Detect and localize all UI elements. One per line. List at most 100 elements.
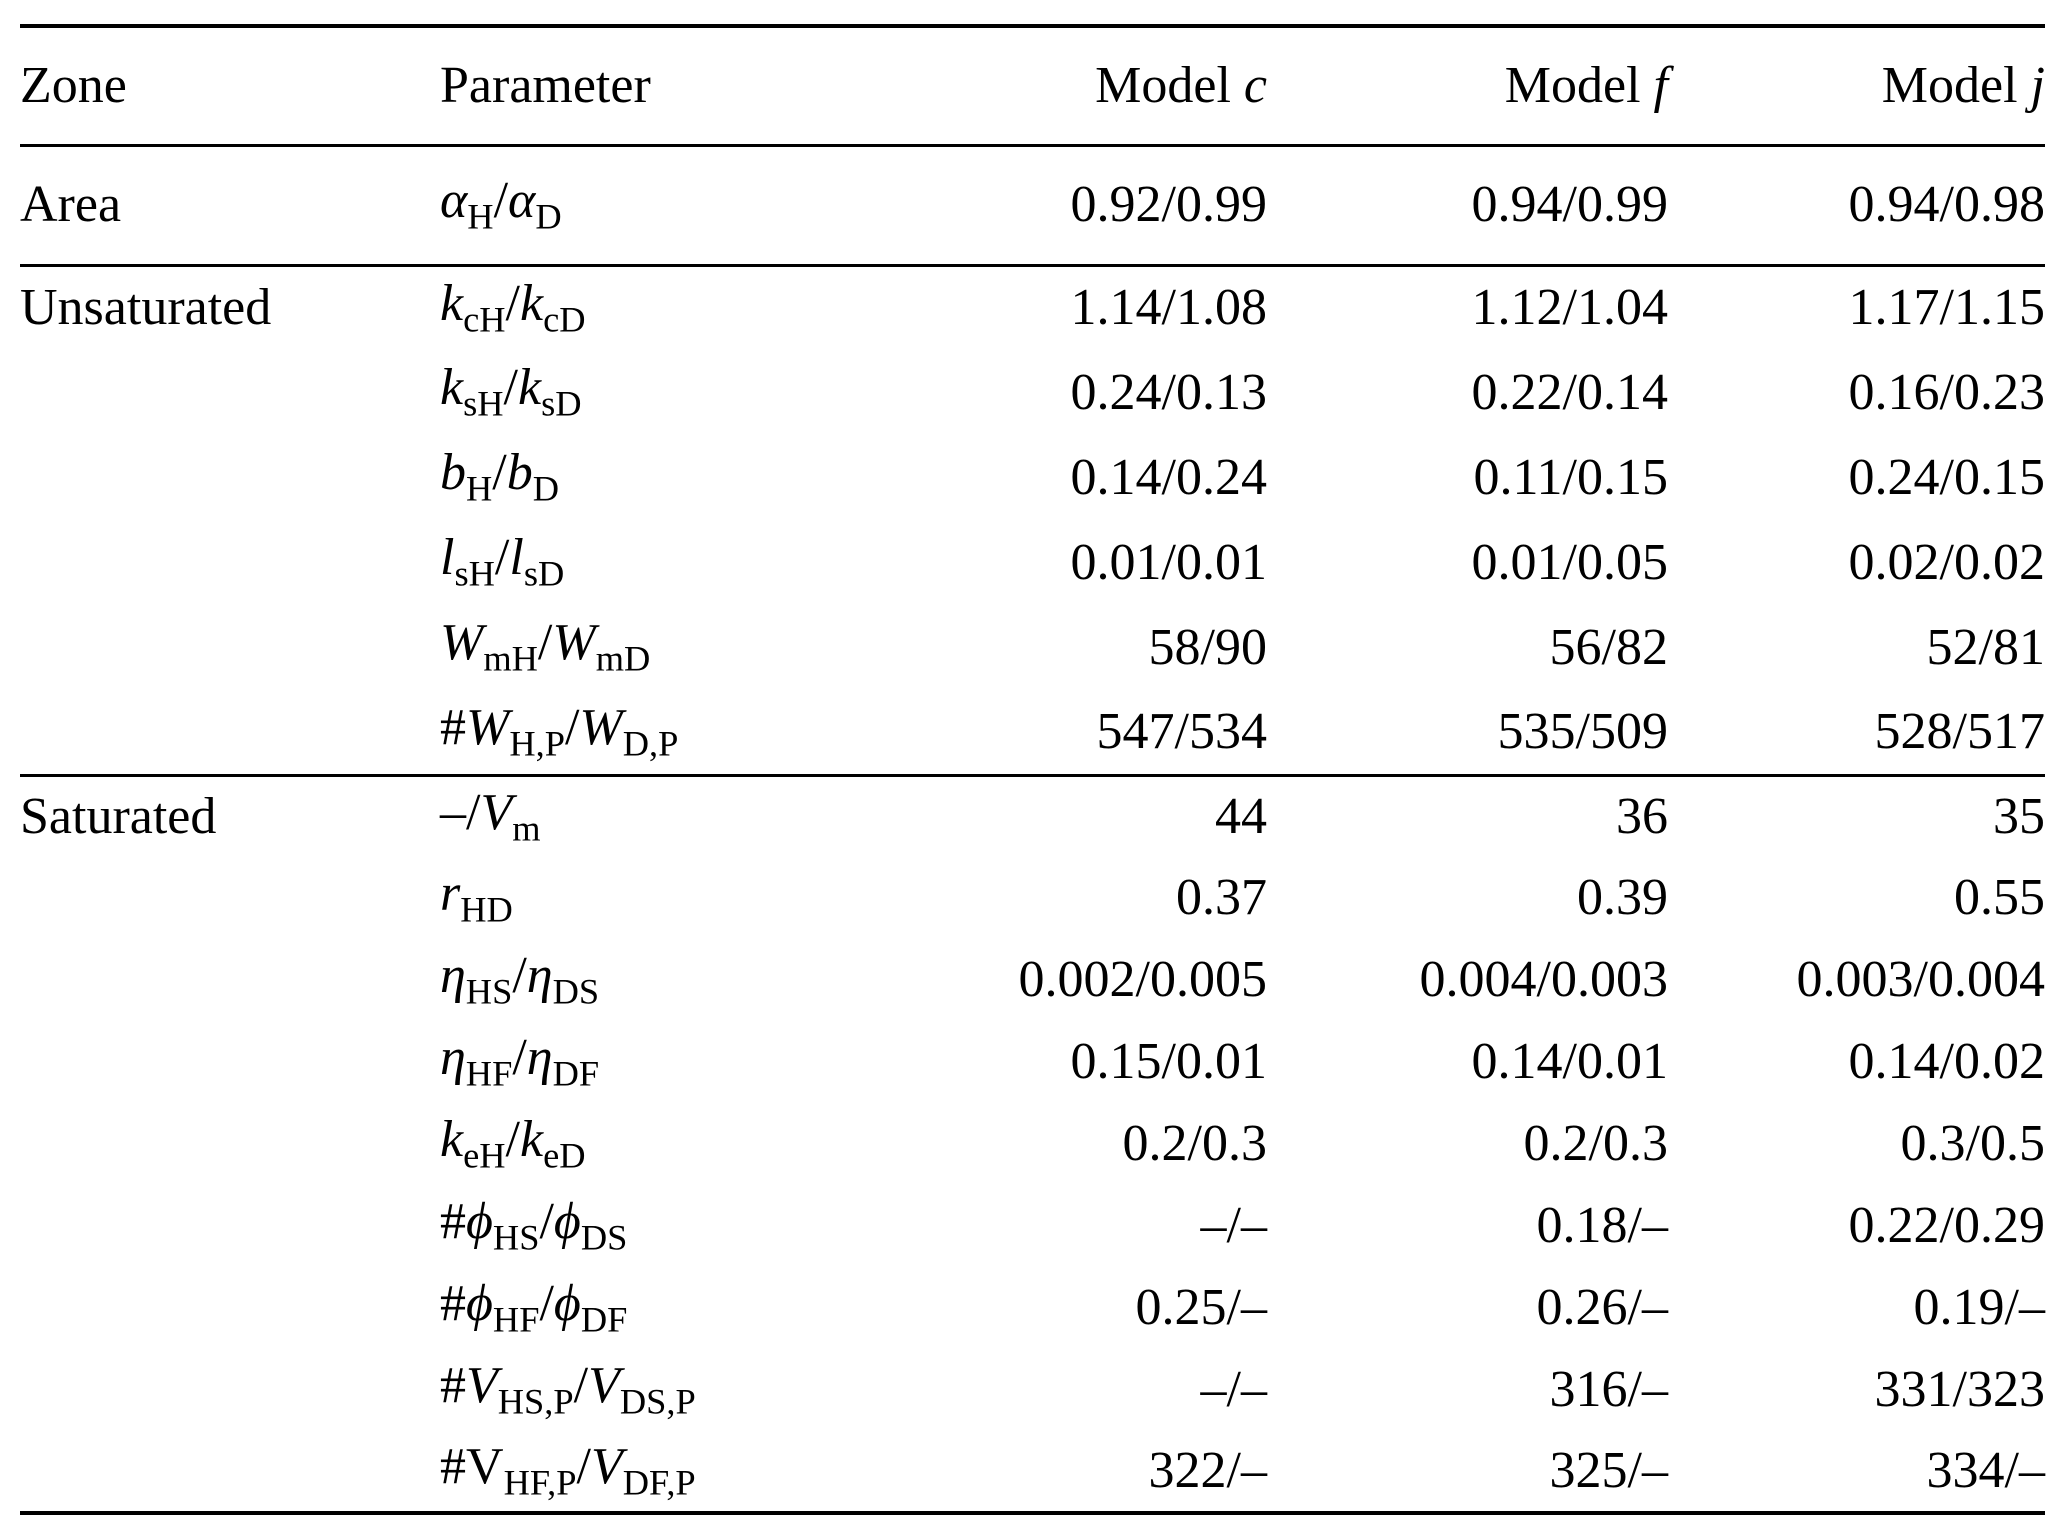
- section-saturated: Saturated –/Vm 44 36 35 rHD 0.37 0.39 0.55 ηHS/ηD…: [20, 775, 2045, 1513]
- model-parameters-table: Zone Parameter Model c Model f Model j A…: [20, 24, 2045, 1515]
- symbol-text: V: [480, 783, 513, 841]
- value-cell: 0.02/0.02: [1848, 533, 2045, 591]
- symbol-text: W: [552, 614, 596, 672]
- subscript-text: DF,P: [622, 1462, 696, 1503]
- value-cell: 0.18/–: [1536, 1197, 1668, 1254]
- symbol-text: V: [588, 1356, 620, 1414]
- subscript-text: H: [466, 469, 493, 510]
- parameter-cell: kcH/kcD: [440, 265, 882, 350]
- zone-spacer: [20, 857, 440, 939]
- symbol-text: c: [1243, 56, 1267, 114]
- symbol-text: W: [466, 698, 510, 756]
- parameter-cell: #VHS,P/VDS,P: [440, 1349, 882, 1431]
- symbol-text: r: [440, 864, 461, 922]
- value-cell: 0.004/0.003: [1419, 951, 1668, 1008]
- zone-label: Saturated: [20, 787, 217, 845]
- parameter-cell: #WH,P/WD,P: [440, 690, 882, 775]
- symbol-text: l: [509, 529, 524, 587]
- value-cell: 0.15/0.01: [1070, 1033, 1267, 1090]
- value-cell: 0.14/0.01: [1471, 1033, 1668, 1090]
- symbol-text: –/: [440, 783, 481, 841]
- symbol-text: /: [539, 1274, 554, 1332]
- subscript-text: cD: [543, 299, 586, 340]
- table-row: #ϕHS/ϕDS –/– 0.18/– 0.22/0.29: [20, 1185, 2045, 1267]
- section-unsaturated: Unsaturated kcH/kcD 1.14/1.08 1.12/1.04 1.17…: [20, 265, 2045, 775]
- value-cell: 1.14/1.08: [1070, 279, 1267, 337]
- symbol-text: α: [440, 171, 468, 229]
- zone-label: Area: [20, 176, 122, 233]
- header-model-f: Model f: [1267, 26, 1668, 145]
- table-row: keH/keD 0.2/0.3 0.2/0.3 0.3/0.5: [20, 1103, 2045, 1185]
- header-parameter: Parameter: [440, 56, 651, 114]
- subscript-text: D: [532, 469, 560, 510]
- parameter-cell: –/Vm: [440, 775, 882, 857]
- symbol-text: /: [505, 1110, 520, 1168]
- value-cell: 1.17/1.15: [1848, 279, 2045, 337]
- zone-label: Unsaturated: [20, 279, 272, 337]
- subscript-text: DS,P: [619, 1381, 696, 1422]
- value-cell: 0.19/–: [1913, 1279, 2045, 1336]
- zone-spacer: [20, 1185, 440, 1267]
- value-cell: 331/323: [1874, 1361, 2045, 1418]
- symbol-text: #: [440, 1274, 466, 1332]
- value-cell: 0.01/0.05: [1471, 533, 1668, 591]
- symbol-text: #: [440, 1192, 466, 1250]
- symbol-text: η: [440, 1028, 466, 1086]
- symbol-text: ϕ: [466, 1192, 493, 1250]
- table-row: Area αH/αD 0.92/0.99 0.94/0.99 0.94/0.98: [20, 145, 2045, 265]
- value-cell: 0.2/0.3: [1122, 1115, 1267, 1172]
- value-cell: 0.14/0.24: [1070, 448, 1267, 506]
- value-cell: 334/–: [1926, 1442, 2045, 1499]
- symbol-text: /: [505, 275, 520, 333]
- subscript-text: DS: [580, 1217, 628, 1258]
- subscript-text: eD: [543, 1135, 586, 1176]
- subscript-text: sD: [523, 554, 565, 595]
- parameter-cell: αH/αD: [440, 145, 882, 265]
- zone-spacer: [20, 1349, 440, 1431]
- zone-spacer: [20, 1021, 440, 1103]
- symbol-text: Model: [1504, 56, 1654, 114]
- parameter-cell: WmH/WmD: [440, 605, 882, 690]
- value-cell: 0.94/0.99: [1471, 176, 1668, 233]
- value-cell: 0.003/0.004: [1796, 951, 2045, 1008]
- value-cell: 0.11/0.15: [1473, 448, 1668, 506]
- value-cell: 322/–: [1148, 1442, 1267, 1499]
- symbol-text: W: [579, 698, 623, 756]
- table-row: ηHF/ηDF 0.15/0.01 0.14/0.01 0.14/0.02: [20, 1021, 2045, 1103]
- symbol-text: η: [440, 946, 466, 1004]
- symbol-text: k: [440, 275, 464, 333]
- symbol-text: Model: [1095, 56, 1244, 114]
- value-cell: 52/81: [1926, 618, 2045, 676]
- table-row: ksH/ksD 0.24/0.13 0.22/0.14 0.16/0.23: [20, 350, 2045, 435]
- subscript-text: DF: [580, 1299, 628, 1340]
- value-cell: 0.92/0.99: [1070, 176, 1267, 233]
- subscript-text: cH: [463, 299, 506, 340]
- value-cell: 535/509: [1497, 702, 1668, 760]
- value-cell: 0.22/0.14: [1471, 363, 1668, 421]
- symbol-text: ϕ: [553, 1274, 581, 1332]
- symbol-text: ϕ: [553, 1192, 581, 1250]
- subscript-text: eH: [463, 1135, 506, 1176]
- zone-spacer: [20, 690, 440, 775]
- value-cell: 0.26/–: [1536, 1279, 1668, 1336]
- value-cell: 0.37: [1176, 869, 1267, 926]
- subscript-text: HD: [460, 889, 513, 930]
- symbol-text: /: [564, 698, 580, 756]
- subscript-text: D,P: [622, 723, 679, 764]
- symbol-text: /: [573, 1356, 589, 1414]
- zone-spacer: [20, 520, 440, 605]
- table-row: #VHS,P/VDS,P –/– 316/– 331/323: [20, 1349, 2045, 1431]
- symbol-text: b: [506, 444, 533, 502]
- value-cell: 36: [1616, 787, 1668, 845]
- value-cell: 0.22/0.29: [1848, 1197, 2045, 1254]
- symbol-text: /: [539, 1192, 554, 1250]
- value-cell: 1.12/1.04: [1471, 279, 1668, 337]
- symbol-text: k: [519, 275, 544, 333]
- zone-spacer: [20, 1103, 440, 1185]
- value-cell: –/–: [1200, 1361, 1267, 1418]
- subscript-text: DF: [552, 1053, 600, 1094]
- parameter-cell: #ϕHS/ϕDS: [440, 1185, 882, 1267]
- parameter-cell: rHD: [440, 857, 882, 939]
- symbol-text: /: [512, 946, 527, 1004]
